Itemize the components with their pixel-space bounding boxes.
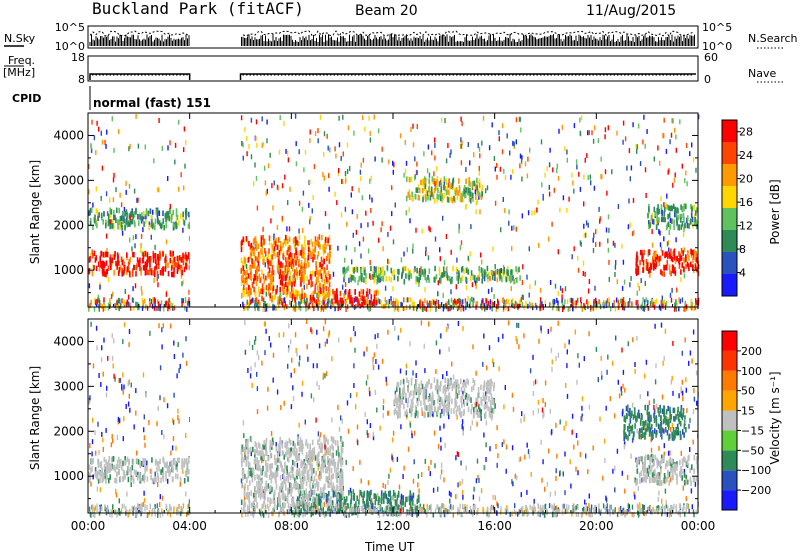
velocity-y-tick-label: 1000 [53,469,84,483]
power-colorbar-tick-label: 28 [739,126,753,139]
power-plot-area [88,113,698,307]
velocity-colorbar-tick-label: −15 [741,424,764,437]
date-title: 11/Aug/2015 [586,3,677,19]
velocity-colorbar-frame [721,330,738,511]
nsearch-label: N.Search [748,32,798,45]
x-tick-label: 16:00 [477,519,512,533]
power-scatter-cells [90,114,698,312]
velocity-plot-area [88,319,698,513]
freq-right-tick: 0 [704,73,711,86]
freq-unit-label: [MHz] [3,66,36,79]
power-colorbar-tick-label: 4 [739,267,746,280]
velocity-colorbar-segment [722,370,737,391]
nave-label: Nave [748,67,777,80]
power-colorbar-tick-label: 16 [739,196,753,209]
power-y-tick-label: 3000 [53,173,84,187]
velocity-colorbar-segment [722,490,737,510]
power-scatter-cells [88,115,699,312]
x-tick-label: 00:00 [71,519,106,533]
power-colorbar-tick-label: 12 [739,220,753,233]
velocity-colorbar-tick-label: 50 [741,385,755,398]
noise-right-tick: 10^0 [702,40,732,53]
cpid-label: CPID [12,92,42,105]
power-colorbar-tick-label: 24 [739,149,753,162]
velocity-colorbar-segment [722,390,737,411]
velocity-colorbar-segment [722,410,737,431]
x-tick-label: 00:00 [681,519,716,533]
velocity-colorbar-tick-label: −50 [741,444,764,457]
noise-panel-frame [87,25,699,49]
nsky-label: N.Sky [4,32,36,45]
velocity-y-tick-label: 2000 [53,424,84,438]
x-tick-label: 20:00 [579,519,614,533]
freq-trace [89,73,696,80]
x-tick-label: 04:00 [172,519,207,533]
power-colorbar-segment [722,164,737,186]
cpid-text: normal (fast) 151 [93,96,211,110]
velocity-colorbar-segment [722,430,737,451]
noise-left-tick: 10^5 [55,21,85,34]
power-colorbar-tick-label: 8 [739,243,746,256]
velocity-colorbar-tick-label: −100 [741,464,771,477]
power-colorbar-segment [722,208,737,230]
freq-right-tick: 60 [704,51,718,64]
velocity-data-gap [189,320,241,512]
power-colorbar-segment [722,186,737,208]
freq-label: Freq. [8,54,36,67]
velocity-colorbar-segment [722,331,737,351]
velocity-colorbar-tick-label: 200 [741,345,762,358]
power-colorbar-segment [722,142,737,164]
velocity-colorbar-segment [722,350,737,371]
x-tick-label: 08:00 [274,519,309,533]
power-colorbar-tick-label: 20 [739,173,753,186]
freq-left-tick: 8 [78,73,85,86]
power-y-tick-label: 1000 [53,263,84,277]
power-colorbar-segment [722,230,737,252]
power-colorbar-segment [722,252,737,274]
power-data-gap [189,114,241,306]
noise-left-tick: 10^0 [55,40,85,53]
noise-right-tick: 10^5 [702,21,732,34]
velocity-colorbar-tick-label: 15 [741,405,755,418]
freq-panel-frame [87,55,699,82]
power-y-tick-label: 4000 [53,128,84,142]
power-colorbar-segment [722,120,737,142]
velocity-colorbar-tick-label: −200 [741,484,771,497]
noise-search-trace [89,30,694,37]
station-title: Buckland Park (fitACF) [92,0,304,18]
x-tick-label: 12:00 [376,519,411,533]
velocity-y-tick-label: 3000 [53,379,84,393]
power-y-tick-label: 2000 [53,218,84,232]
velocity-colorbar-segment [722,470,737,491]
x-axis-label: Time UT [365,540,415,554]
velocity-colorbar-tick-label: 100 [741,365,762,378]
power-colorbar-segment [722,274,737,296]
freq-left-tick: 18 [71,51,85,64]
power-colorbar-frame [721,119,738,297]
velocity-y-tick-label: 4000 [53,334,84,348]
velocity-colorbar-segment [722,450,737,471]
beam-title: Beam 20 [355,3,418,19]
